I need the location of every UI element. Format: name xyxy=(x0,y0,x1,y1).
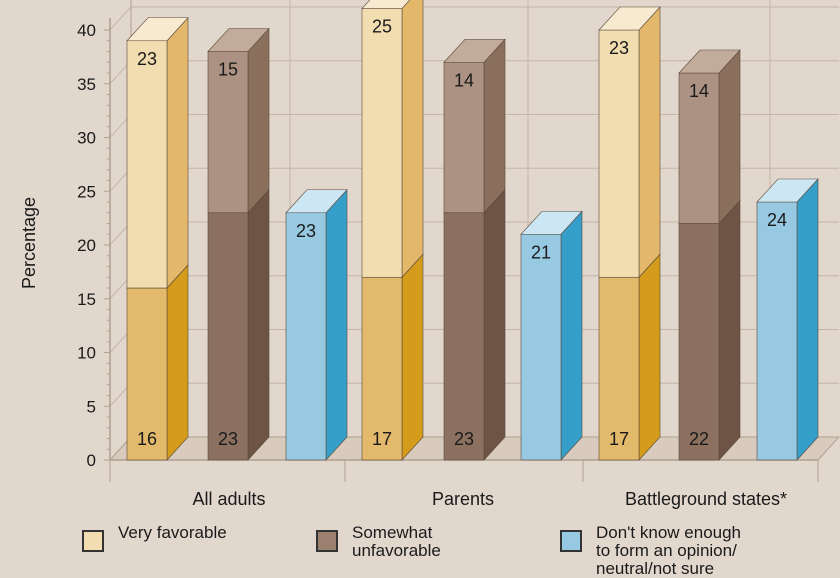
bar-very-favorable-side xyxy=(401,0,424,279)
y-tick-label: 35 xyxy=(77,75,96,94)
bar-somewhat-unfavorable-top xyxy=(207,28,270,52)
bar-somewhat-unfavorable-side xyxy=(247,27,270,214)
bar-somewhat-unfavorable-top xyxy=(443,38,506,63)
data-label: 25 xyxy=(372,17,392,37)
legend-label-somewhat-unfavorable: Somewhat unfavorable xyxy=(352,523,441,560)
data-label: 23 xyxy=(137,49,157,69)
bar-somewhat-unfavorable-front xyxy=(678,72,720,224)
y-tick-label: 20 xyxy=(77,236,96,255)
bar-dont-know-front xyxy=(285,212,327,461)
bar-dont-know-front xyxy=(520,233,562,461)
bar-dont-know-top xyxy=(520,210,583,235)
bar-very-unfavorable-front xyxy=(678,223,720,461)
bar-very-unfavorable-side xyxy=(483,188,506,461)
bar-dont-know-side xyxy=(796,178,819,461)
bar-very-favorable-top xyxy=(126,17,189,42)
data-label: 22 xyxy=(689,429,709,449)
legend-swatch-somewhat-unfavorable xyxy=(316,530,338,552)
data-label: 23 xyxy=(296,221,316,241)
data-label: 14 xyxy=(689,81,709,101)
labels: 0 5 10 15 20 25 30 35 40 16 23 23 15 23 All adults 17 25… xyxy=(77,17,787,510)
y-tick-label: 30 xyxy=(77,129,96,148)
y-tick-label: 0 xyxy=(87,451,96,470)
bar-very-favorable-top xyxy=(361,0,411,9)
bar-very-unfavorable-side xyxy=(247,188,270,461)
bar-very-favorable-front xyxy=(126,40,168,289)
bar-very-favorable-top xyxy=(598,6,661,31)
data-label: 15 xyxy=(218,60,238,80)
x-group-label: Parents xyxy=(432,489,494,509)
bar-very-unfavorable-front xyxy=(207,212,249,461)
bar-very-favorable-side xyxy=(166,16,189,289)
bar-very-favorable-side xyxy=(638,6,661,279)
data-label: 23 xyxy=(454,429,474,449)
bar-very-favorable-front xyxy=(361,8,403,278)
bar-dont-know-top xyxy=(285,189,348,214)
data-label: 23 xyxy=(218,429,238,449)
bar-somewhat-unfavorable-front xyxy=(207,51,249,214)
bars xyxy=(126,0,819,461)
bar-very-favorable-front xyxy=(598,29,640,278)
bar-dont-know-front xyxy=(756,201,798,461)
data-label: 14 xyxy=(454,70,474,90)
bar-somewhat-unfavorable-side xyxy=(483,38,506,214)
bar-somewhat-unfavorable-front xyxy=(443,61,485,214)
y-tick-label: 10 xyxy=(77,344,96,363)
bar-somewhat-favorable-front xyxy=(598,276,640,461)
data-label: 23 xyxy=(609,38,629,58)
x-group-label: All adults xyxy=(192,489,265,509)
legend-swatch-very-favorable xyxy=(82,530,104,552)
bar-somewhat-unfavorable-side xyxy=(718,49,741,225)
data-label: 16 xyxy=(137,429,157,449)
legend-label-very-favorable: Very favorable xyxy=(118,523,227,542)
data-label: 21 xyxy=(531,242,551,262)
x-group-label: Battleground states* xyxy=(625,489,787,509)
bar-very-unfavorable-side xyxy=(718,199,741,461)
bar-dont-know-side xyxy=(325,188,348,461)
bar-very-unfavorable-front xyxy=(443,212,485,461)
legend-item-somewhat-unfavorable: Somewhat unfavorable xyxy=(316,524,441,560)
legend-item-very-favorable: Very favorable xyxy=(82,524,227,552)
legend-swatch-dont-know xyxy=(560,530,582,552)
y-axis-label: Percentage xyxy=(19,197,39,289)
bar-somewhat-unfavorable-top xyxy=(678,49,741,74)
bar-somewhat-favorable-front xyxy=(126,287,168,461)
bar-somewhat-favorable-side xyxy=(401,253,424,461)
y-tick-label: 5 xyxy=(87,397,96,416)
bar-somewhat-favorable-side xyxy=(166,264,189,461)
gridline-slant xyxy=(109,6,132,31)
bar-somewhat-favorable-side xyxy=(638,253,661,461)
y-tick-label: 40 xyxy=(77,21,96,40)
y-tick-label: 15 xyxy=(77,290,96,309)
data-label: 17 xyxy=(609,429,629,449)
data-label: 24 xyxy=(767,210,787,230)
data-label: 17 xyxy=(372,429,392,449)
bar-dont-know-side xyxy=(560,210,583,461)
bar-chart: 0 5 10 15 20 25 30 35 40 16 23 23 15 23 All adults 17 25… xyxy=(19,0,840,510)
bar-dont-know-top xyxy=(756,178,819,203)
y-tick-label: 25 xyxy=(77,182,96,201)
